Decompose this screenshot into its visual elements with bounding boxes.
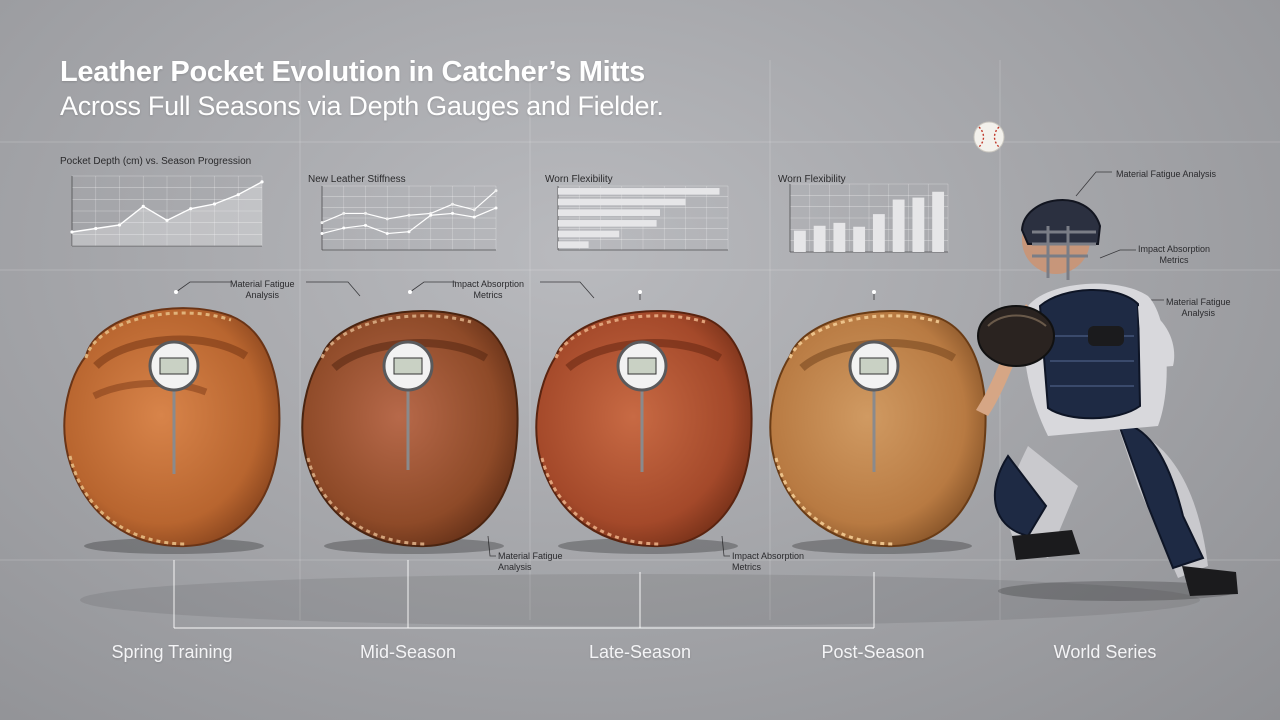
chart2-point xyxy=(342,226,346,230)
chart3-title: Worn Flexibility xyxy=(545,174,613,185)
chart-grid xyxy=(557,185,729,251)
chart1-point xyxy=(141,204,145,208)
chart1-point xyxy=(236,193,240,197)
chart2-point xyxy=(320,221,324,225)
chart2-point xyxy=(407,213,411,217)
baseball-icon xyxy=(973,121,1005,153)
chart1-point xyxy=(165,218,169,222)
chart1 xyxy=(70,175,264,259)
chart3 xyxy=(557,185,729,261)
chart1-point xyxy=(117,223,122,227)
chart1-title: Pocket Depth (cm) vs. Season Progression xyxy=(60,156,252,167)
chart1-area xyxy=(72,181,262,246)
chart1-point xyxy=(212,202,217,206)
mitt-mid-season xyxy=(301,310,519,554)
stage-label: Spring Training xyxy=(111,642,233,662)
stage-label: Mid-Season xyxy=(359,642,457,662)
mitt-post-season xyxy=(769,310,987,554)
chart4-bar xyxy=(813,225,826,252)
page-title: Leather Pocket Evolution in Catcher’s Mi… xyxy=(60,56,645,88)
chart1-point xyxy=(94,226,98,231)
chart2-point xyxy=(494,206,498,210)
chart2-point xyxy=(364,223,367,227)
chart4-bar xyxy=(892,199,905,252)
annotation-impact-absorption-3: Impact Absorption Metrics xyxy=(1138,244,1211,265)
chart2-point xyxy=(429,213,433,217)
stage-label: World Series xyxy=(1053,642,1157,662)
chart4-title: Worn Flexibility xyxy=(778,174,846,185)
chart4-bar xyxy=(932,191,945,252)
chart2-point xyxy=(342,211,346,215)
chart2-point xyxy=(364,211,367,215)
chart2-point xyxy=(472,208,476,212)
dial-gauge-icon xyxy=(148,340,200,392)
chart1-point xyxy=(70,230,74,234)
chart4-bar xyxy=(912,197,925,252)
annotation-impact-absorption-1: Impact Absorption Metrics xyxy=(452,279,525,300)
chart4 xyxy=(789,183,949,261)
dial-gauge-icon xyxy=(382,340,434,392)
annotation-material-fatigue-1: Material Fatigue Analysis xyxy=(230,279,295,300)
chart4-bar xyxy=(853,226,866,252)
chart3-bar xyxy=(558,230,620,238)
chart2-point xyxy=(451,211,454,215)
chart3-bar xyxy=(558,188,720,195)
stage-label: Post-Season xyxy=(821,642,925,662)
dial-gauge-icon xyxy=(848,340,900,392)
chart2-point xyxy=(407,230,411,234)
annotation-material-fatigue-2: Material Fatigue Analysis xyxy=(498,551,563,572)
chart4-bar xyxy=(833,222,846,252)
chart3-bar xyxy=(558,209,660,216)
stage-label: Late-Season xyxy=(588,642,692,662)
annotation-impact-absorption-2: Impact Absorption Metrics xyxy=(732,551,805,572)
chart1-point xyxy=(189,207,193,211)
chart4-bar xyxy=(872,214,885,252)
chart-grid xyxy=(71,175,263,247)
chart2 xyxy=(320,185,498,261)
page-subtitle: Across Full Seasons via Depth Gauges and… xyxy=(60,91,664,121)
chart2-point xyxy=(494,189,498,193)
chart-grid xyxy=(321,185,497,251)
dial-gauge-icon xyxy=(616,340,668,392)
chart1-point xyxy=(260,180,264,184)
chart2-title: New Leather Stiffness xyxy=(308,174,406,185)
chart2-point xyxy=(451,202,454,206)
mitt-late-season xyxy=(535,310,753,554)
chart2-point xyxy=(320,232,324,236)
chart3-bar xyxy=(558,198,686,206)
annotation-material-fatigue-3: Material Fatigue Analysis xyxy=(1116,169,1217,179)
catcher-figure xyxy=(976,199,1238,601)
chart3-bar xyxy=(558,220,657,227)
chart2-point xyxy=(385,217,389,221)
mitt-spring-training xyxy=(63,307,281,554)
chart2-point xyxy=(472,215,476,219)
chart4-bar xyxy=(793,230,806,252)
annotation-material-fatigue-4: Material Fatigue Analysis xyxy=(1166,297,1231,318)
chart3-bar xyxy=(558,241,589,248)
chart2-point xyxy=(385,232,389,236)
